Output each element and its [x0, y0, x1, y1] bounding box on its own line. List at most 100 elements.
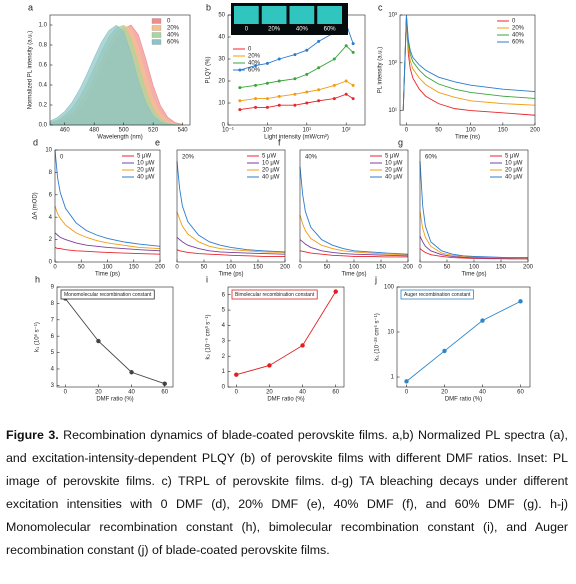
x-tick-label: 200	[523, 265, 534, 271]
y-tick-label: 2	[49, 237, 53, 243]
x-tick-label: 10⁻¹	[222, 128, 234, 134]
legend-label: 40 μW	[262, 175, 280, 181]
x-tick-label: 60	[517, 390, 524, 396]
x-tick-label: 0	[298, 265, 302, 271]
y-tick-label: 6	[51, 334, 55, 340]
film	[289, 6, 315, 24]
marker	[265, 61, 269, 65]
marker	[293, 103, 297, 107]
legend-label: 20%	[512, 26, 525, 32]
x-tick-label: 100	[102, 265, 113, 271]
y-axis-label: k₁ (10⁶ s⁻¹)	[34, 322, 41, 352]
x-tick-label: 100	[349, 265, 360, 271]
x-tick-label: 40	[128, 390, 135, 396]
legend-label: 5 μW	[262, 154, 276, 160]
marker	[332, 57, 336, 61]
line	[176, 211, 286, 253]
x-tick-label: 150	[496, 265, 507, 271]
film	[234, 6, 259, 24]
marker	[293, 77, 297, 81]
x-tick-label: 0	[235, 390, 239, 396]
marker	[333, 289, 338, 294]
y-tick-label: 4	[51, 367, 55, 373]
x-tick-label: 540	[178, 128, 189, 134]
box-title: Monomolecular recombination constant	[64, 292, 152, 298]
x-tick-label: 100	[469, 265, 480, 271]
legend-swatch	[151, 32, 162, 38]
x-tick-label: 20	[95, 390, 102, 396]
x-tick-label: 0	[175, 265, 179, 271]
y-axis-label: PLQY (%)	[206, 57, 212, 84]
line	[54, 205, 161, 250]
area	[49, 24, 183, 126]
y-axis-label: k₂ (10⁻⁹ cm³ s⁻¹)	[205, 315, 212, 360]
panel-letter: a	[28, 2, 33, 12]
legend-label: 40 μW	[385, 175, 403, 181]
line	[299, 239, 409, 257]
marker	[238, 99, 242, 103]
line	[54, 232, 161, 252]
line	[54, 149, 161, 247]
line	[406, 300, 521, 382]
marker	[351, 97, 355, 101]
x-tick-label: 20	[266, 390, 273, 396]
marker	[265, 105, 269, 109]
marker	[254, 83, 258, 87]
line	[239, 93, 354, 111]
title-box: Auger recombination constant	[400, 289, 474, 300]
marker	[277, 57, 281, 61]
x-axis-label: Wavelength (nm)	[97, 135, 142, 141]
line	[419, 211, 529, 259]
x-tick-label: 100	[466, 128, 477, 134]
x-tick-label: 200	[155, 265, 166, 271]
marker	[344, 92, 348, 96]
marker	[305, 48, 309, 52]
marker	[265, 97, 269, 101]
y-tick-label: 40	[218, 35, 225, 41]
y-tick-label: 2	[222, 354, 226, 360]
legend-label: 40%	[512, 33, 525, 39]
x-axis-label: Time (ps)	[341, 272, 366, 278]
legend-label: 20 μW	[137, 168, 155, 174]
marker	[344, 79, 348, 83]
marker	[265, 81, 269, 85]
x-axis-label: DMF ratio (%)	[267, 397, 304, 403]
legend-label: 20 μW	[262, 168, 280, 174]
panel-letter: i	[206, 274, 208, 284]
legend-label: 10 μW	[262, 161, 280, 167]
y-tick-label: 100	[384, 285, 395, 291]
panel-letter: j	[374, 274, 377, 284]
x-axis-label: Time (ps)	[95, 272, 120, 278]
line	[299, 250, 408, 258]
marker	[480, 318, 485, 323]
marker	[277, 79, 281, 83]
line	[299, 214, 409, 256]
line	[419, 248, 529, 260]
y-tick-label: 6	[222, 292, 226, 298]
x-axis-label: Time (ns)	[455, 135, 480, 141]
legend-label: 5 μW	[137, 154, 151, 160]
marker	[317, 66, 321, 70]
title-box: Monomolecular recombination constant	[60, 289, 155, 300]
marker	[344, 44, 348, 48]
line	[299, 166, 409, 255]
line	[176, 249, 285, 257]
y-tick-label: 6	[49, 192, 53, 198]
inset-label: 40%	[296, 27, 309, 33]
inset-label: 0	[245, 27, 249, 33]
x-tick-label: 10²	[342, 128, 351, 134]
marker	[300, 343, 305, 348]
x-tick-label: 40	[299, 390, 306, 396]
y-axis-label: ΔA (mOD)	[33, 192, 39, 219]
panel-letter: e	[155, 137, 160, 147]
y-tick-label: 5	[222, 308, 226, 314]
x-tick-label: 0	[64, 390, 68, 396]
title-box-frame	[231, 289, 318, 300]
marker	[254, 97, 258, 101]
panel-letter: h	[35, 274, 40, 284]
y-tick-label: 10	[387, 330, 394, 336]
legend-label: 60%	[248, 68, 261, 74]
legend-label: 40 μW	[505, 175, 523, 181]
x-axis-label: Time (ps)	[461, 272, 486, 278]
marker	[317, 88, 321, 92]
